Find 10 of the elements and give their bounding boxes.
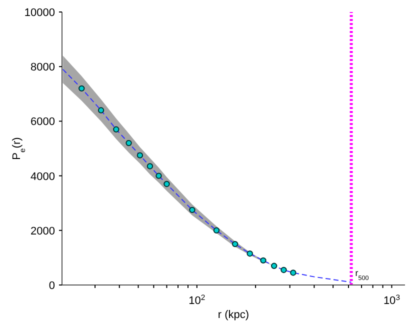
y-tick-label: 0 [48,280,55,292]
y-tick-label: 2000 [30,225,55,238]
y-tick-label: 4000 [30,170,55,183]
y-tick-label: 10000 [24,7,55,19]
y-tick-label: 6000 [30,116,55,128]
x-tick-label: 10$^{2}$ [188,292,206,307]
y-tick-label: 8000 [30,62,55,74]
ref-line-label: r$_{500}$ [355,268,370,282]
x-tick-label: 10$^{3}$ [383,292,400,307]
x-axis-title: r (kpc) [218,309,250,321]
